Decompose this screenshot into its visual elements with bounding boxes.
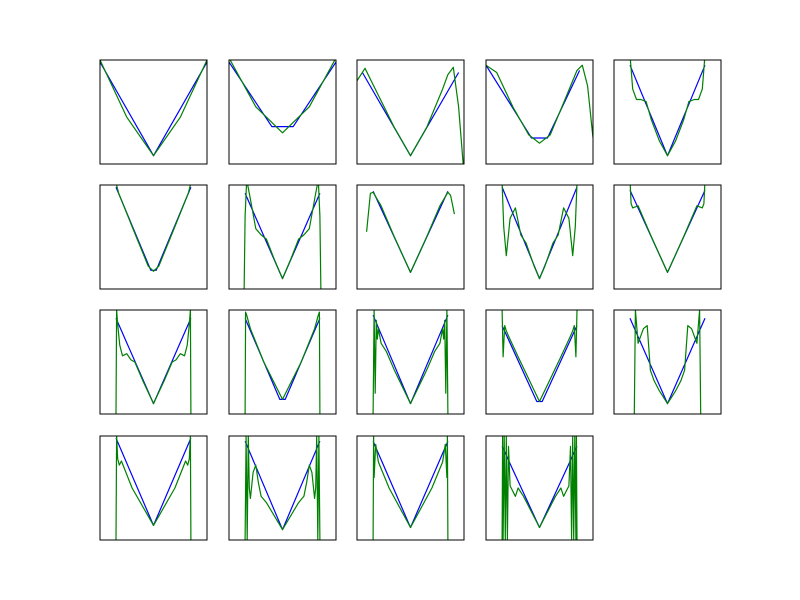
green-series-line — [501, 310, 578, 403]
green-series-line — [501, 436, 578, 540]
green-series-line — [115, 436, 192, 540]
green-series-line — [244, 436, 321, 540]
axes-frame — [485, 184, 594, 290]
green-series-line — [629, 60, 706, 157]
subplot-12 — [228, 309, 337, 415]
subplot-14 — [485, 309, 594, 415]
subplot-7 — [228, 184, 337, 290]
green-series-line — [633, 310, 702, 414]
green-series-line — [372, 436, 449, 540]
axes-frame — [228, 59, 337, 165]
axes-frame — [613, 59, 722, 165]
subplot-15 — [613, 309, 722, 415]
axes-frame — [99, 309, 208, 415]
axes-frame — [228, 184, 337, 290]
subplot-3 — [356, 59, 465, 165]
green-series-line — [243, 185, 322, 289]
subplot-6 — [99, 184, 208, 290]
green-series-line — [372, 310, 449, 414]
axes-frame — [485, 59, 594, 165]
subplot-1 — [99, 59, 208, 165]
subplot-8 — [356, 184, 465, 290]
axes-frame — [99, 184, 208, 290]
subplot-5 — [613, 59, 722, 165]
axes-frame — [228, 309, 337, 415]
axes-frame — [485, 309, 594, 415]
subplot-16 — [99, 435, 208, 541]
subplot-13 — [356, 309, 465, 415]
subplot-9 — [485, 184, 594, 290]
subplot-11 — [99, 309, 208, 415]
axes-frame — [613, 184, 722, 290]
axes-frame — [228, 435, 337, 541]
subplot-10 — [613, 184, 722, 290]
green-series-line — [244, 311, 321, 414]
subplot-grid — [99, 59, 722, 541]
axes-frame — [356, 59, 465, 165]
green-series-line — [486, 64, 593, 144]
green-series-line — [357, 66, 464, 164]
subplot-4 — [485, 59, 594, 165]
subplot-17 — [228, 435, 337, 541]
axes-frame — [99, 59, 208, 165]
subplot-19 — [485, 435, 594, 541]
green-series-line — [115, 310, 192, 414]
axes-frame — [99, 435, 208, 541]
blue-series-line — [229, 61, 336, 128]
axes-frame — [356, 309, 465, 415]
green-series-line — [501, 185, 578, 280]
green-series-line — [100, 60, 207, 157]
green-series-line — [115, 185, 191, 272]
subplot-2 — [228, 59, 337, 165]
green-series-line — [629, 185, 706, 273]
axes-frame — [613, 309, 722, 415]
axes-frame — [485, 435, 594, 541]
axes-frame — [356, 435, 465, 541]
green-series-line — [366, 191, 455, 273]
axes-frame — [356, 184, 465, 290]
green-series-line — [229, 60, 336, 134]
subplot-18 — [356, 435, 465, 541]
